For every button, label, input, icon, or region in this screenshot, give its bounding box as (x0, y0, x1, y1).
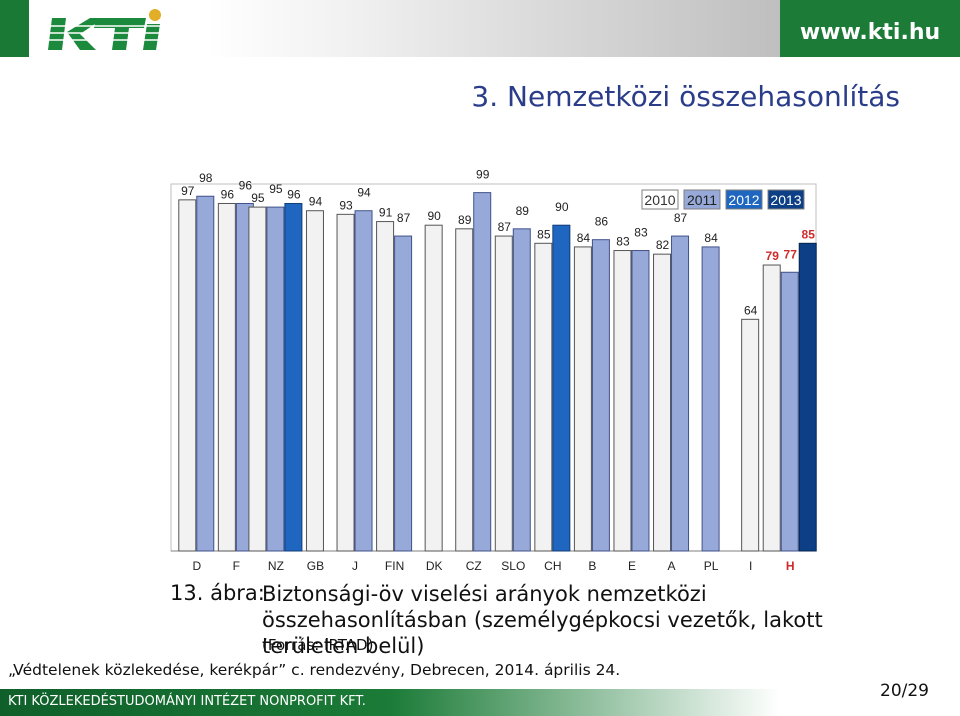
bar-j-2010 (336, 213, 355, 552)
legend-label-2011: 2011 (687, 192, 717, 208)
data-label-j-2011: 94 (357, 186, 371, 200)
legend-label-2010: 2010 (644, 192, 675, 208)
page-number: 20/29 (880, 681, 929, 701)
x-tick-b: B (588, 559, 596, 573)
legend-swatch-2010 (641, 189, 679, 210)
footer-bar (0, 689, 780, 716)
url-block[interactable]: www.kti.hu (780, 0, 960, 57)
x-tick-d: D (192, 559, 201, 573)
bar-j-2011 (354, 210, 373, 552)
x-tick-h: H (786, 559, 795, 573)
data-label-slo-2010: 87 (498, 220, 512, 234)
bar-b-2011 (591, 239, 610, 552)
event-title: „Védtelenek közlekedése, kerékpár” c. re… (8, 661, 621, 679)
x-tick-slo: SLO (501, 559, 525, 573)
x-tick-nz: NZ (268, 559, 284, 573)
data-label-h-2013: 85 (802, 227, 816, 241)
legend-swatch-2012 (725, 189, 763, 210)
bar-slo-2010 (494, 235, 513, 552)
data-label-e-2010: 83 (616, 235, 630, 249)
x-tick-e: E (628, 559, 636, 573)
data-label-d-2011: 98 (199, 171, 213, 185)
data-label-f-2011: 96 (239, 178, 253, 192)
data-label-pl-2011: 84 (704, 231, 718, 245)
figure-caption: Biztonsági-öv viselési arányok nemzetköz… (262, 582, 823, 658)
bar-ch-2012 (552, 224, 571, 552)
bar-slo-2011 (512, 228, 531, 552)
bar-b-2010 (573, 246, 592, 552)
bar-a-2010 (653, 253, 672, 552)
data-label-f-2010: 96 (221, 187, 235, 201)
bar-fin-2011 (394, 235, 413, 552)
legend-label-2012: 2012 (728, 192, 759, 208)
data-label-b-2010: 84 (577, 231, 591, 245)
figure-source: (Forrás: IRTAD) (262, 636, 374, 654)
data-label-b-2011: 86 (595, 215, 609, 229)
data-label-ch-2010: 85 (537, 227, 551, 241)
data-label-fin-2011: 87 (397, 211, 411, 225)
bar-d-2010 (178, 199, 197, 552)
bar-nz-2012 (284, 202, 303, 552)
slide-title: 3. Nemzetközi összehasonlítás (471, 80, 900, 113)
bar-a-2011 (671, 235, 690, 552)
bar-h-2010 (762, 264, 781, 552)
header-band: www.kti.hu (0, 0, 960, 57)
bar-cz-2010 (455, 228, 474, 552)
data-label-cz-2011: 99 (476, 168, 490, 182)
data-label-gb-2010: 94 (309, 195, 323, 209)
data-label-nz-2010: 95 (251, 191, 265, 205)
header-gradient (206, 0, 780, 57)
legend-label-2013: 2013 (770, 192, 801, 208)
legend-swatch-2011 (683, 189, 721, 210)
data-label-d-2010: 97 (181, 184, 195, 198)
legend-swatch-2013 (767, 189, 805, 210)
data-label-slo-2011: 89 (516, 204, 530, 218)
bar-pl-2011 (701, 246, 720, 552)
x-tick-gb: GB (307, 559, 324, 573)
data-label-dk-2010: 90 (427, 209, 441, 223)
bar-h-2011 (780, 271, 799, 552)
data-label-nz-2012: 96 (287, 187, 301, 201)
bar-fin-2010 (376, 221, 395, 552)
data-label-a-2011: 87 (674, 211, 688, 225)
institute-name: KTI KÖZLEKEDÉSTUDOMÁNYI INTÉZET NONPROFI… (8, 694, 366, 709)
x-tick-i: I (749, 559, 752, 573)
bar-ch-2010 (534, 242, 553, 552)
bar-e-2010 (613, 250, 632, 552)
x-tick-a: A (668, 559, 676, 573)
x-tick-j: J (352, 559, 358, 573)
kti-logo (42, 9, 164, 50)
x-tick-f: F (233, 559, 240, 573)
x-tick-cz: CZ (466, 559, 482, 573)
data-label-h-2011: 77 (784, 247, 798, 261)
data-label-e-2011: 83 (634, 226, 648, 240)
site-url[interactable]: www.kti.hu (799, 20, 941, 45)
bar-d-2011 (196, 195, 215, 552)
bar-nz-2010 (248, 206, 267, 552)
bar-nz-2011 (266, 206, 285, 552)
bar-dk-2010 (424, 224, 443, 552)
bar-e-2011 (631, 250, 650, 552)
bar-i-2010 (741, 318, 760, 552)
x-tick-fin: FIN (385, 559, 404, 573)
x-tick-ch: CH (544, 559, 561, 573)
data-label-nz-2011: 95 (269, 182, 283, 196)
data-label-fin-2010: 91 (379, 206, 393, 220)
data-label-h-2010: 79 (766, 249, 780, 263)
x-tick-pl: PL (704, 559, 719, 573)
bar-f-2010 (217, 202, 236, 552)
bar-h-2013 (798, 242, 817, 552)
bar-gb-2010 (305, 210, 324, 552)
data-label-i-2010: 64 (744, 303, 758, 317)
figure-number: 13. ábra: (170, 581, 265, 605)
data-label-cz-2010: 89 (458, 213, 472, 227)
data-label-ch-2012: 90 (555, 200, 569, 214)
data-label-j-2010: 93 (339, 198, 353, 212)
header-green-stripe (0, 0, 29, 57)
bar-cz-2011 (473, 192, 492, 552)
data-label-a-2010: 82 (656, 238, 670, 252)
x-tick-dk: DK (426, 559, 443, 573)
